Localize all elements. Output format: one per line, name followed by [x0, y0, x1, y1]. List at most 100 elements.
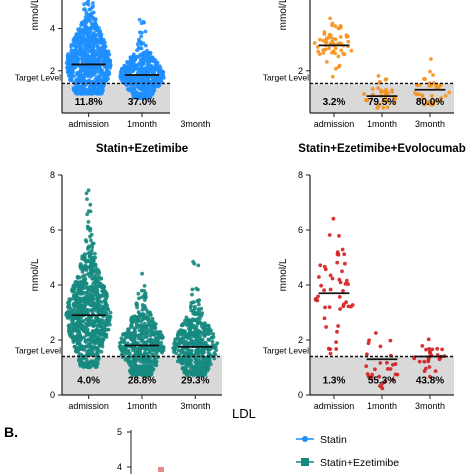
data-point [80, 344, 84, 348]
data-point [91, 281, 96, 286]
data-point [200, 52, 204, 56]
data-point [67, 71, 72, 75]
data-point [198, 71, 202, 75]
data-point [175, 78, 179, 82]
data-point [180, 361, 184, 366]
data-point [180, 77, 184, 81]
y-axis-label: mmol/L [278, 0, 289, 30]
data-point [77, 89, 81, 94]
data-point [79, 280, 84, 284]
panel-b-tick-label-5: 5 [117, 427, 122, 437]
data-point [197, 70, 201, 74]
data-point [192, 95, 196, 99]
data-point [195, 92, 199, 96]
data-point [75, 50, 80, 54]
data-point [209, 72, 213, 76]
data-point [327, 32, 332, 37]
data-point [326, 346, 331, 351]
data-point [89, 70, 93, 74]
data-point [200, 58, 204, 62]
data-point [201, 96, 205, 100]
data-point [196, 40, 200, 44]
data-point [127, 368, 132, 373]
data-point [91, 1, 95, 5]
data-point [81, 23, 85, 27]
data-point [205, 87, 209, 91]
data-point [202, 75, 206, 79]
data-point [86, 220, 91, 224]
data-point [91, 45, 96, 49]
data-point [196, 339, 201, 343]
data-point [174, 78, 178, 82]
data-point [140, 307, 145, 312]
data-point [190, 84, 194, 88]
data-point [201, 61, 205, 65]
data-point [172, 69, 176, 73]
data-point [99, 54, 104, 59]
data-point [94, 279, 98, 284]
data-point [376, 105, 380, 109]
data-point [202, 67, 206, 71]
data-point [362, 92, 366, 96]
data-point [99, 51, 103, 55]
data-point [89, 318, 94, 323]
data-point [376, 74, 381, 78]
data-point [94, 315, 98, 320]
data-point [129, 360, 134, 364]
data-point [145, 51, 150, 56]
chart-statin-ezetimibe-evolocumab: 1.3% 55.3% 43.8% 0 2 4 6 8 [298, 170, 454, 400]
percentage-label: 4.0% [77, 375, 100, 386]
data-point [187, 64, 191, 68]
data-point [420, 344, 425, 348]
data-point [78, 363, 83, 368]
data-point [186, 85, 190, 89]
data-point [137, 296, 141, 301]
y-axis-label: mmol/L [30, 258, 41, 291]
data-point [119, 336, 124, 341]
data-point [83, 238, 88, 243]
data-point [91, 35, 96, 40]
data-point [178, 70, 182, 74]
data-point [181, 88, 185, 92]
data-point [205, 62, 209, 66]
data-point [363, 97, 368, 102]
data-point [182, 71, 186, 75]
data-point [197, 81, 201, 85]
data-point [211, 67, 215, 71]
data-point [195, 51, 199, 55]
data-point [93, 345, 98, 350]
data-point [126, 327, 130, 332]
data-point [177, 77, 181, 81]
data-point [190, 26, 194, 30]
data-point [203, 332, 208, 337]
data-point [195, 50, 199, 54]
data-point [200, 350, 204, 355]
data-point [197, 80, 201, 84]
data-point [193, 54, 197, 58]
data-point [192, 95, 196, 99]
data-point [98, 332, 102, 337]
data-point [192, 334, 197, 339]
data-point [173, 79, 177, 83]
data-point [343, 261, 347, 266]
data-point [97, 269, 101, 274]
data-point [316, 294, 320, 299]
data-point [183, 329, 187, 334]
data-point [205, 60, 209, 64]
data-point [100, 307, 105, 312]
percentage-label: 43.8% [416, 375, 444, 386]
data-point [183, 81, 187, 85]
data-point [84, 10, 89, 15]
data-point [182, 82, 186, 86]
data-point [69, 56, 74, 61]
data-point [428, 69, 432, 74]
data-point [208, 89, 212, 93]
data-point [426, 337, 431, 342]
data-point [205, 69, 209, 73]
data-point [380, 386, 385, 391]
data-point [187, 94, 191, 98]
data-point [203, 69, 207, 73]
data-point [82, 27, 86, 32]
data-point [187, 58, 191, 62]
target-level-label: Target Level [263, 72, 309, 82]
